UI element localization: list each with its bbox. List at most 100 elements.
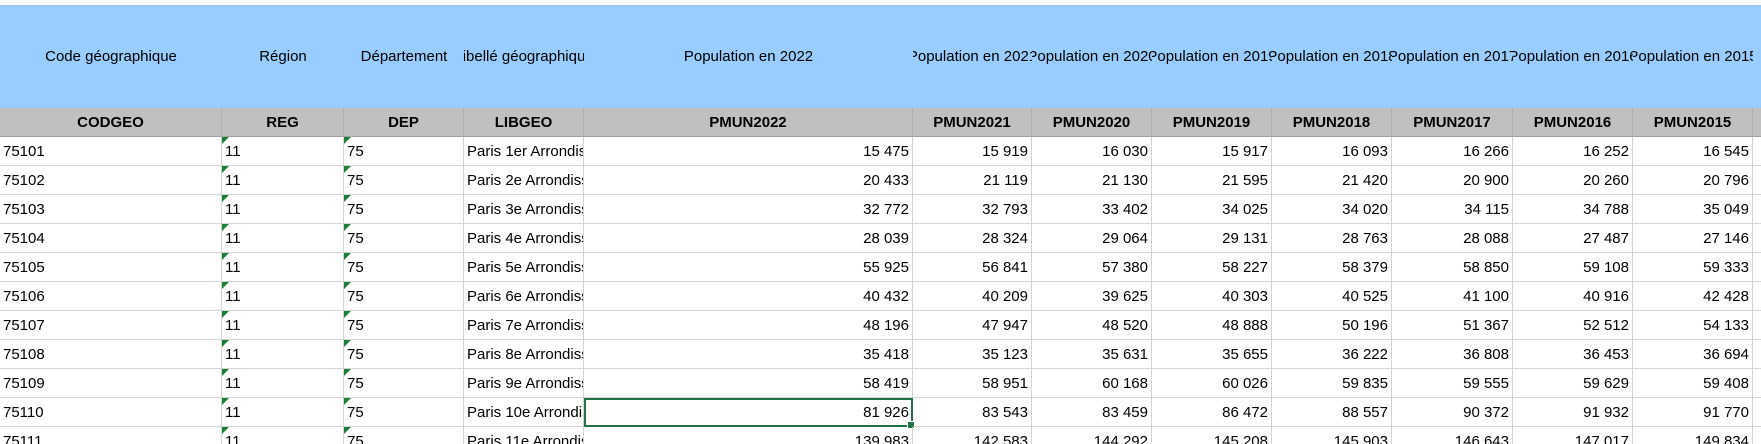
cell[interactable]: 11 <box>222 224 344 253</box>
cell[interactable]: 58 227 <box>1152 253 1272 282</box>
cell[interactable]: 11 <box>222 282 344 311</box>
cell[interactable]: 16 030 <box>1032 137 1152 166</box>
cell[interactable]: 75104 <box>0 224 222 253</box>
cell[interactable]: 83 543 <box>913 398 1032 427</box>
cell[interactable]: 48 520 <box>1032 311 1152 340</box>
cell[interactable] <box>1753 369 1761 398</box>
cell[interactable]: 88 557 <box>1272 398 1392 427</box>
cell[interactable]: 145 903 <box>1272 427 1392 444</box>
column-code[interactable]: PMUN2021 <box>913 108 1032 137</box>
cell[interactable]: 60 026 <box>1152 369 1272 398</box>
cell[interactable]: 40 525 <box>1272 282 1392 311</box>
cell[interactable]: 33 402 <box>1032 195 1152 224</box>
cell[interactable] <box>1753 427 1761 444</box>
cell[interactable]: 36 808 <box>1392 340 1513 369</box>
cell[interactable]: 28 324 <box>913 224 1032 253</box>
cell[interactable]: 42 428 <box>1633 282 1753 311</box>
cell[interactable]: 59 835 <box>1272 369 1392 398</box>
cell[interactable]: 34 115 <box>1392 195 1513 224</box>
cell[interactable]: 16 093 <box>1272 137 1392 166</box>
cell[interactable]: 27 146 <box>1633 224 1753 253</box>
cell[interactable]: 75 <box>344 311 464 340</box>
cell[interactable]: 11 <box>222 427 344 444</box>
cell[interactable]: 144 292 <box>1032 427 1152 444</box>
cell[interactable]: 75 <box>344 224 464 253</box>
cell[interactable]: 32 772 <box>584 195 913 224</box>
cell[interactable]: 11 <box>222 340 344 369</box>
column-code[interactable]: LIBGEO <box>464 108 584 137</box>
cell[interactable]: 40 916 <box>1513 282 1633 311</box>
cell[interactable]: 11 <box>222 253 344 282</box>
cell[interactable]: 58 850 <box>1392 253 1513 282</box>
cell[interactable]: 20 260 <box>1513 166 1633 195</box>
cell[interactable]: 40 209 <box>913 282 1032 311</box>
cell[interactable]: 58 951 <box>913 369 1032 398</box>
cell[interactable]: 75106 <box>0 282 222 311</box>
cell[interactable]: 35 049 <box>1633 195 1753 224</box>
cell[interactable] <box>1753 224 1761 253</box>
cell[interactable]: 11 <box>222 369 344 398</box>
column-code[interactable]: DEP <box>344 108 464 137</box>
cell[interactable]: 75 <box>344 340 464 369</box>
column-code[interactable]: PMUN2019 <box>1152 108 1272 137</box>
cell[interactable]: 75 <box>344 137 464 166</box>
cell[interactable]: 56 841 <box>913 253 1032 282</box>
cell[interactable]: 11 <box>222 137 344 166</box>
cell[interactable]: 75 <box>344 166 464 195</box>
cell[interactable]: Paris 2e Arrondissement <box>464 166 584 195</box>
cell[interactable]: 91 932 <box>1513 398 1633 427</box>
cell[interactable]: 34 020 <box>1272 195 1392 224</box>
cell[interactable]: 75110 <box>0 398 222 427</box>
cell[interactable]: 11 <box>222 398 344 427</box>
cell[interactable]: 16 545 <box>1633 137 1753 166</box>
cell[interactable]: 54 133 <box>1633 311 1753 340</box>
cell[interactable]: 145 208 <box>1152 427 1272 444</box>
cell[interactable]: 59 108 <box>1513 253 1633 282</box>
cell[interactable]: 36 453 <box>1513 340 1633 369</box>
cell[interactable]: 90 372 <box>1392 398 1513 427</box>
cell[interactable]: 35 631 <box>1032 340 1152 369</box>
cell[interactable]: 81 926 <box>584 398 915 429</box>
cell[interactable]: 75 <box>344 427 464 444</box>
cell[interactable]: Paris 4e Arrondissement <box>464 224 584 253</box>
cell[interactable] <box>1753 282 1761 311</box>
cell[interactable]: 55 925 <box>584 253 913 282</box>
cell[interactable]: 16 252 <box>1513 137 1633 166</box>
cell[interactable] <box>1753 398 1761 427</box>
cell[interactable]: 75103 <box>0 195 222 224</box>
cell[interactable] <box>1753 253 1761 282</box>
cell[interactable]: 35 418 <box>584 340 913 369</box>
column-code[interactable]: PMUN2020 <box>1032 108 1152 137</box>
cell[interactable]: 21 420 <box>1272 166 1392 195</box>
cell[interactable]: 57 380 <box>1032 253 1152 282</box>
cell[interactable]: 28 763 <box>1272 224 1392 253</box>
cell[interactable]: Paris 5e Arrondissement <box>464 253 584 282</box>
cell[interactable]: Paris 6e Arrondissement <box>464 282 584 311</box>
cell[interactable]: 11 <box>222 311 344 340</box>
cell[interactable] <box>1753 195 1761 224</box>
cell[interactable]: 60 168 <box>1032 369 1152 398</box>
cell[interactable]: Paris 11e Arrondissement <box>464 427 584 444</box>
cell[interactable]: 16 266 <box>1392 137 1513 166</box>
fill-handle[interactable] <box>907 421 915 429</box>
cell[interactable]: 59 408 <box>1633 369 1753 398</box>
cell[interactable]: 28 088 <box>1392 224 1513 253</box>
cell[interactable]: 51 367 <box>1392 311 1513 340</box>
cell[interactable]: 11 <box>222 166 344 195</box>
cell[interactable]: 91 770 <box>1633 398 1753 427</box>
cell[interactable]: 139 983 <box>584 427 913 444</box>
cell[interactable] <box>1753 137 1761 166</box>
cell[interactable]: 35 655 <box>1152 340 1272 369</box>
cell[interactable]: 15 917 <box>1152 137 1272 166</box>
cell[interactable]: 40 303 <box>1152 282 1272 311</box>
cell[interactable]: Paris 9e Arrondissement <box>464 369 584 398</box>
cell[interactable]: 32 793 <box>913 195 1032 224</box>
cell[interactable]: Paris 3e Arrondissement <box>464 195 584 224</box>
cell[interactable]: 29 131 <box>1152 224 1272 253</box>
cell[interactable]: 48 888 <box>1152 311 1272 340</box>
column-code[interactable]: REG <box>222 108 344 137</box>
cell[interactable]: Paris 8e Arrondissement <box>464 340 584 369</box>
cell[interactable]: 20 900 <box>1392 166 1513 195</box>
cell[interactable]: 75109 <box>0 369 222 398</box>
cell[interactable]: Paris 7e Arrondissement <box>464 311 584 340</box>
